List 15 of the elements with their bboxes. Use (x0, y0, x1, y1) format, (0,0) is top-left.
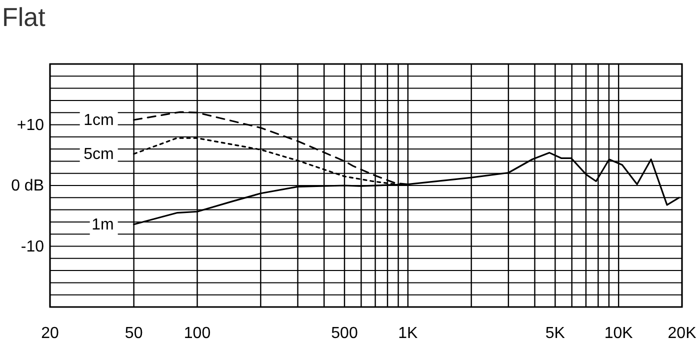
x-tick-label: 10K (604, 325, 634, 342)
x-tick-label: 50 (124, 325, 143, 342)
series-label: 5cm (84, 146, 114, 163)
series-label: 1cm (84, 112, 114, 129)
x-tick-label: 5K (545, 325, 566, 342)
x-tick-label: 100 (184, 325, 211, 342)
series-label: 1m (92, 216, 114, 234)
x-tick-label: 1K (398, 325, 418, 342)
y-tick-label: 0 dB (11, 178, 44, 194)
x-tick-label: 20 (41, 325, 59, 342)
x-tick-label: 20K (668, 325, 697, 342)
y-tick-label: +10 (16, 116, 44, 134)
x-tick-label: 500 (331, 325, 358, 342)
chart-title: Flat (2, 2, 46, 32)
y-tick-label: -10 (20, 238, 44, 256)
